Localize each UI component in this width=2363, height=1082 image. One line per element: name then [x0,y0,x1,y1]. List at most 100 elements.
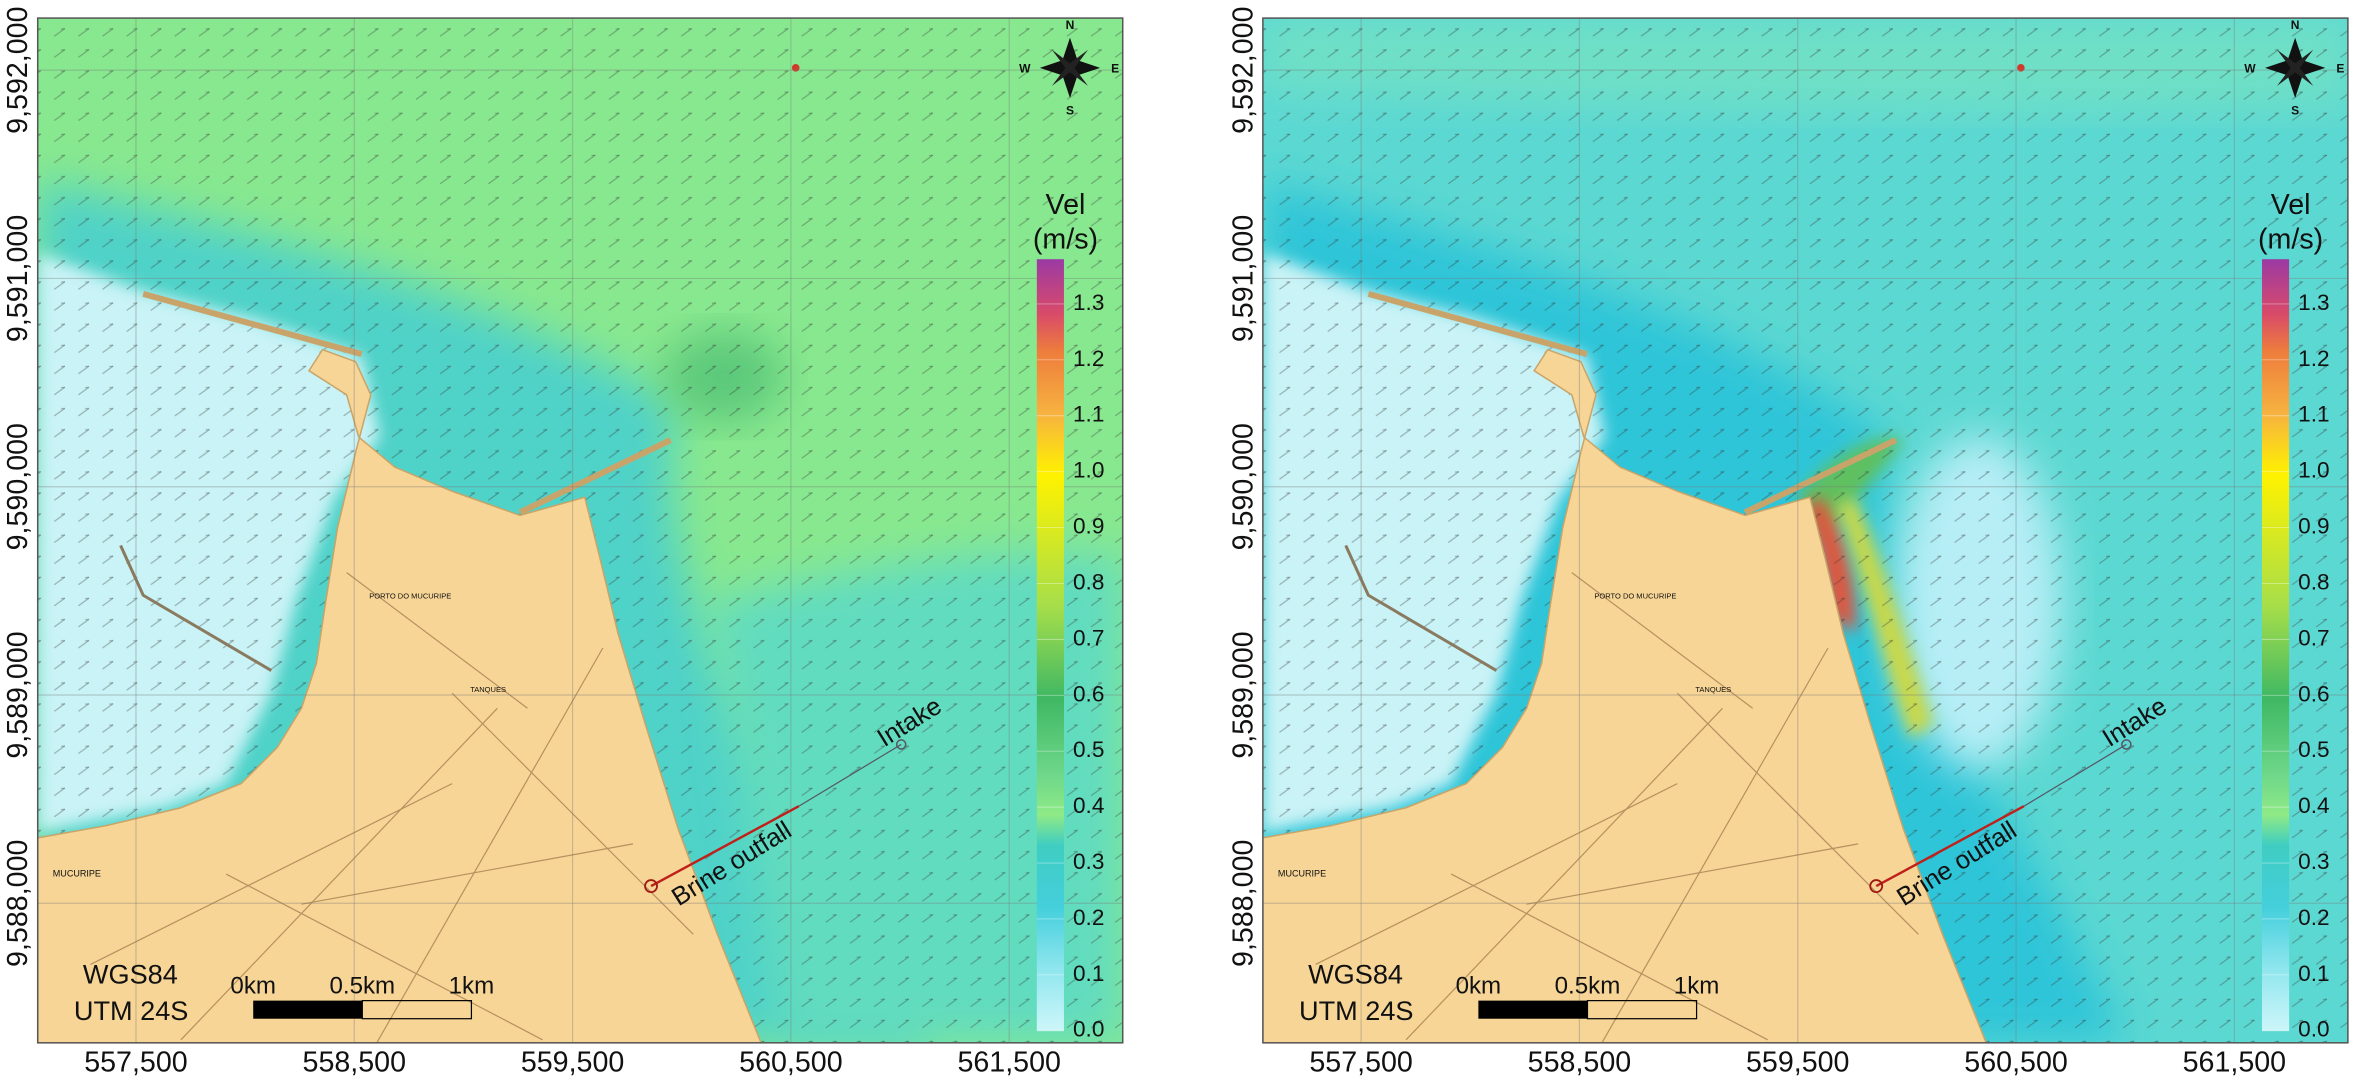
colorbar-tick-label: 0.5 [2298,737,2329,762]
intake-pipe [798,743,902,807]
colorbar-tick-label: 0.6 [2298,681,2329,706]
colorbar-tick-label: 0.4 [2298,793,2329,818]
colorbar-tick-label: 1.0 [2298,458,2329,483]
road [1405,707,1723,1041]
water-field [37,18,1123,1043]
place-label: PORTO DO MUCURIPE [1594,592,1676,601]
scale-bar [1586,1000,1698,1020]
compass-letter: E [1111,62,1119,76]
colorbar-tick-label: 0.8 [2298,569,2329,594]
compass-letter: W [2244,62,2256,76]
y-tick-label: 9,588,000 [2,840,34,967]
x-tick-label: 560,500 [739,1046,842,1078]
colorbar-tick-label: 0.4 [1073,793,1104,818]
colorbar-title: Vel [1046,189,1086,221]
jetty [1344,544,1498,672]
colorbar-tick-label: 1.1 [2298,402,2329,427]
map-panel: 557,500 558,500 559,500 560,500 561,500 9,588… [1227,6,2349,1078]
colorbar-tick-label: 0.3 [2298,849,2329,874]
colorbar-tick-label: 0.8 [1073,569,1104,594]
pier [518,437,672,516]
compass-rose [2277,49,2314,86]
colorbar-tick-label: 1.1 [1073,402,1104,427]
map-panel: 557,500 558,500 559,500 560,500 561,500 9,588… [2,6,1124,1078]
colorbar-tick-label: 0.0 [1073,1017,1104,1042]
y-tick-label: 9,592,000 [2,6,34,133]
road [346,572,528,709]
colorbar-tick-label: 0.6 [1073,681,1104,706]
y-tick-label: 9,590,000 [1227,423,1259,550]
colorbar-tick-label: 0.3 [1073,849,1104,874]
x-tick-label: 559,500 [521,1046,624,1078]
road [90,783,453,965]
colorbar-tick-label: 1.3 [2298,290,2329,315]
x-tick-label: 561,500 [2183,1046,2286,1078]
colorbar [2261,259,2290,1031]
colorbar-tick-label: 0.7 [1073,625,1104,650]
buoy [2017,64,2025,72]
land [37,348,762,1043]
place-label: MUCURIPE [53,868,101,878]
road [376,647,604,1043]
colorbar-tick-label: 1.2 [2298,346,2329,371]
map-frame [36,17,1124,1044]
water-field [1262,18,2348,1043]
compass-letter: S [2291,104,2299,118]
crs-label: UTM 24S [74,995,188,1026]
intake-point [895,739,907,750]
jetty [119,544,273,672]
pier [1743,437,1898,516]
road [1450,873,1768,1041]
scale-label: 0km [1456,972,1502,999]
outfall-pipe [1875,805,2025,888]
x-tick-label: 560,500 [1964,1046,2067,1078]
place-label: MUCURIPE [1278,868,1326,878]
colorbar-tick-label: 0.9 [1073,514,1104,539]
road [1571,572,1754,709]
compass-letter: S [1066,104,1074,118]
y-tick-label: 9,592,000 [1227,6,1259,133]
scale-label: 0.5km [329,972,395,999]
colorbar-tick-label: 0.7 [2298,625,2329,650]
intake-point [2121,739,2132,750]
compass-letter: N [2291,18,2300,32]
colorbar-tick-label: 1.2 [1073,346,1104,371]
colorbar-tick-label: 0.5 [1073,737,1104,762]
compass-letter: W [1019,62,1031,76]
scale-label: 0.5km [1555,972,1621,999]
scale-bar [253,1000,363,1019]
x-tick-label: 557,500 [1309,1046,1412,1078]
colorbar-unit: (m/s) [2258,224,2323,256]
compass-rose [1051,49,1089,86]
breakwater [1367,290,1588,358]
colorbar [1036,259,1064,1031]
colorbar-tick-label: 0.2 [2298,905,2329,930]
y-tick-label: 9,591,000 [2,215,34,342]
y-tick-label: 9,589,000 [1227,631,1259,758]
outfall-point [644,879,658,894]
colorbar-tick-label: 0.1 [2298,961,2329,986]
colorbar-tick-label: 0.0 [2298,1017,2329,1042]
x-tick-label: 561,500 [957,1046,1060,1078]
road [1676,692,1919,935]
y-tick-label: 9,591,000 [1227,215,1259,342]
map-frame [1262,17,2349,1044]
colorbar-tick-label: 0.1 [1073,961,1104,986]
land [1262,348,1988,1043]
colorbar-unit: (m/s) [1033,224,1098,256]
crs-label: UTM 24S [1299,995,1414,1026]
road [301,843,634,905]
outfall-pipe [650,805,800,888]
x-tick-label: 557,500 [84,1046,187,1078]
y-tick-label: 9,589,000 [2,631,34,758]
scale-bar [361,1000,473,1020]
scale-bar [1478,1000,1588,1019]
intake-pipe [2023,743,2127,807]
road [180,707,498,1041]
road [1315,783,1678,965]
scale-label: 0km [230,972,276,999]
crs-label: WGS84 [83,959,178,990]
colorbar-tick-label: 0.9 [2298,514,2329,539]
compass-letter: N [1066,18,1075,32]
